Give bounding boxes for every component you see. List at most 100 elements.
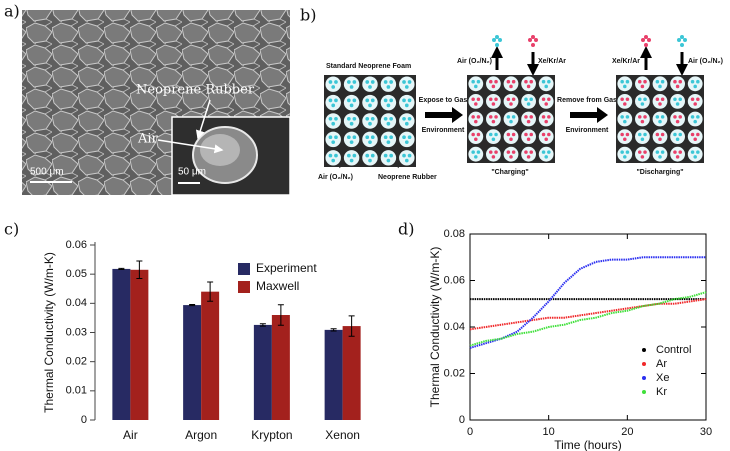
bar xyxy=(271,315,290,420)
gas-molecule xyxy=(494,132,498,137)
pore xyxy=(325,131,341,148)
gas-molecule xyxy=(541,115,546,119)
bar xyxy=(130,269,149,420)
gas-molecule xyxy=(658,84,662,89)
gas-molecule xyxy=(678,79,682,84)
gas-molecule xyxy=(383,135,388,140)
gas-molecule xyxy=(660,132,665,137)
legend-label: Control xyxy=(656,344,691,356)
gas-molecule xyxy=(492,38,496,42)
gas-molecule xyxy=(623,155,627,159)
gas-molecule xyxy=(673,79,677,84)
gas-molecule xyxy=(506,150,511,154)
gas-molecule xyxy=(347,80,351,84)
gas-molecule xyxy=(690,132,695,137)
gas-molecule xyxy=(331,121,336,126)
gas-molecule xyxy=(494,150,498,154)
gas-molecule xyxy=(368,140,372,144)
gas-molecule xyxy=(347,153,351,158)
gas-molecule xyxy=(531,35,535,39)
gas-molecule xyxy=(640,102,645,106)
gas-molecule xyxy=(547,150,551,154)
pore xyxy=(503,129,519,144)
y-tick-label: 0.03 xyxy=(66,326,87,338)
gas-molecule xyxy=(658,155,662,159)
panel-label: c) xyxy=(4,220,19,239)
legend-label: Experiment xyxy=(256,261,317,275)
pore xyxy=(362,150,378,166)
pore xyxy=(652,76,668,92)
gas-molecule xyxy=(660,97,665,102)
gas-molecule xyxy=(643,115,647,119)
gas-molecule xyxy=(404,121,409,126)
gas-molecule xyxy=(509,84,513,89)
gas-molecule xyxy=(544,137,548,142)
gas-molecule xyxy=(693,155,697,159)
pore xyxy=(486,129,501,144)
y-axis-label: Thermal Conductivity (W/m-K) xyxy=(42,252,56,413)
pore xyxy=(325,113,341,129)
gas-molecule xyxy=(334,80,338,84)
gas-molecule xyxy=(620,115,624,119)
gas-molecule xyxy=(506,97,511,102)
plot-frame xyxy=(469,233,707,421)
sem-image: Neoprene Rubber Air 500 μm 50 μm xyxy=(22,10,291,196)
scale-label: 500 μm xyxy=(30,167,64,178)
y-tick-label: 0.01 xyxy=(66,385,87,397)
pore xyxy=(468,146,484,162)
gas-molecule xyxy=(386,140,391,144)
pore xyxy=(325,76,341,92)
gas-molecule xyxy=(528,38,532,42)
gas-molecule xyxy=(331,140,336,144)
pore xyxy=(325,150,341,166)
gas-molecule xyxy=(489,132,493,137)
gas-molecule xyxy=(647,38,651,42)
gas-molecule xyxy=(547,115,551,119)
legend-marker xyxy=(642,376,646,380)
gas-molecule xyxy=(690,115,695,119)
arrow xyxy=(195,99,211,140)
gas-molecule xyxy=(675,155,680,159)
gas-molecule xyxy=(673,97,677,102)
gas-molecule xyxy=(386,121,391,126)
gas-molecule xyxy=(365,116,370,121)
pore xyxy=(687,111,703,127)
arrow xyxy=(570,107,608,123)
pore xyxy=(325,94,341,111)
pore xyxy=(362,94,378,111)
gas-molecule xyxy=(638,150,642,154)
gas-molecule xyxy=(511,150,516,154)
gas-molecule xyxy=(526,84,531,89)
gas-molecule xyxy=(489,97,493,102)
gas-molecule xyxy=(365,153,370,158)
gas-molecule xyxy=(389,80,393,84)
gas-molecule xyxy=(389,116,393,121)
legend-label: Ar xyxy=(656,358,667,370)
pore xyxy=(670,76,685,92)
gas-molecule xyxy=(620,97,624,102)
gas-molecule xyxy=(386,85,391,89)
legend-marker xyxy=(642,362,646,366)
gas-molecule xyxy=(471,79,475,84)
error-bar xyxy=(330,328,337,332)
gas-molecule xyxy=(402,80,406,84)
x-tick-label: Xenon xyxy=(325,428,360,442)
gas-molecule xyxy=(331,103,336,108)
x-tick-label: Krypton xyxy=(251,428,292,442)
gas-molecule xyxy=(638,115,642,119)
y-tick-label: 0.04 xyxy=(444,321,465,333)
pore xyxy=(380,94,397,111)
sem-label: Air xyxy=(137,132,159,147)
arrow xyxy=(157,139,224,154)
gas-molecule xyxy=(349,121,354,126)
gas-molecule xyxy=(544,102,548,106)
gas-molecule xyxy=(368,85,372,89)
gas-molecule xyxy=(675,84,680,89)
gas-molecule xyxy=(638,97,642,102)
pore xyxy=(538,76,554,92)
gas-molecule xyxy=(383,80,388,84)
gas-molecule xyxy=(489,150,493,154)
pore xyxy=(468,76,484,92)
pore xyxy=(486,76,501,92)
pore xyxy=(635,94,650,109)
